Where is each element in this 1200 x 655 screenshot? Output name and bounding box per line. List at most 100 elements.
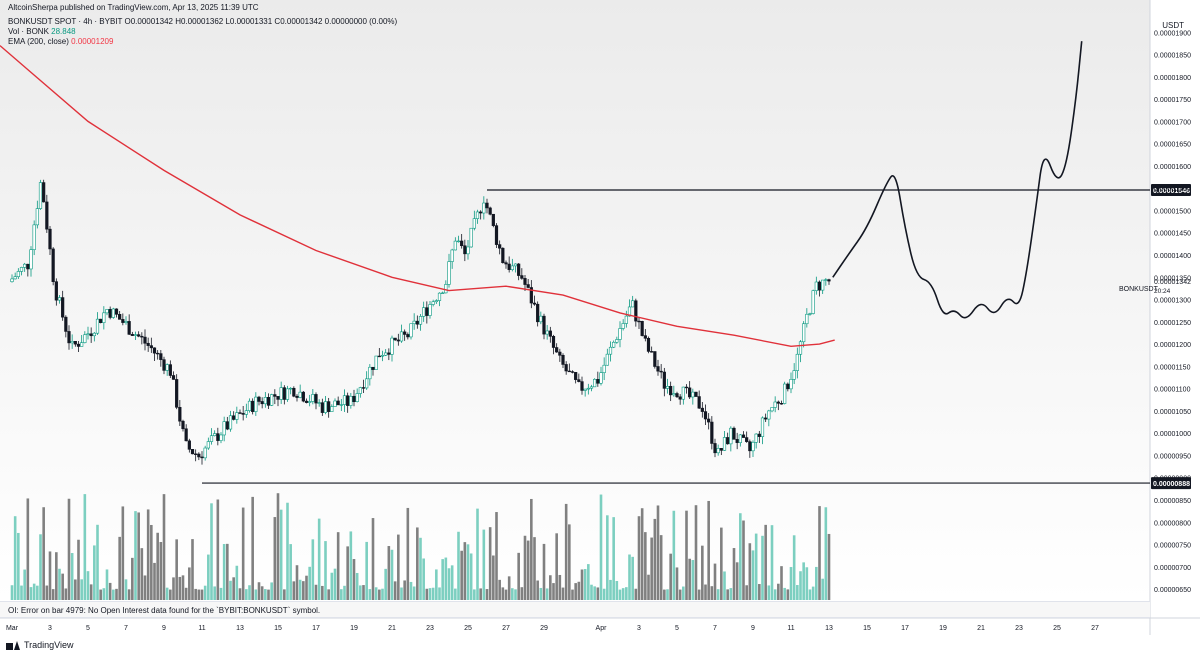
candle	[190, 449, 195, 455]
tradingview-logo[interactable]: TradingView	[6, 640, 74, 650]
volume-bar	[292, 581, 296, 600]
candlestick-series	[10, 179, 831, 465]
candle	[206, 437, 210, 450]
candle	[48, 225, 52, 256]
candle	[387, 348, 391, 361]
volume-bar	[390, 549, 394, 600]
volume-bar	[713, 563, 717, 600]
symbol-name[interactable]: BONKUSDT SPOT · 4h · BYBIT	[8, 17, 123, 26]
volume-bar	[729, 588, 733, 600]
volume-bar	[663, 589, 666, 600]
volume-bar	[808, 589, 812, 600]
volume-bar	[324, 541, 327, 600]
candle	[54, 278, 58, 306]
candle	[105, 308, 109, 316]
volume-bar	[754, 533, 758, 600]
volume-bar	[694, 505, 698, 600]
candle	[760, 416, 765, 445]
volume-bar	[311, 539, 315, 600]
candle	[662, 367, 666, 397]
candle	[86, 326, 90, 340]
volume-bar	[17, 532, 20, 600]
time-tick-label: 21	[977, 625, 985, 632]
volume-bar	[751, 550, 755, 600]
candle	[238, 409, 242, 415]
tradingview-brand: TradingView	[24, 640, 74, 650]
volume-bar	[821, 578, 824, 600]
volume-bar	[675, 567, 679, 600]
tradingview-icon	[6, 640, 20, 650]
volume-bar	[587, 564, 590, 600]
candle	[175, 374, 179, 410]
candle	[700, 401, 704, 418]
price-unit-label[interactable]: USDT	[1162, 21, 1184, 30]
volume-bar	[530, 498, 533, 600]
candle	[346, 392, 350, 413]
candle	[821, 279, 825, 294]
volume-bar	[536, 580, 539, 600]
volume-bar	[400, 587, 403, 600]
candle	[187, 438, 191, 453]
volume-bar	[197, 589, 201, 600]
candle	[558, 348, 562, 362]
volume-bar	[96, 524, 99, 600]
candle	[266, 393, 271, 410]
support-resistance-levels: 0.00001546 0.00000888	[202, 183, 1191, 490]
candle	[447, 253, 451, 288]
candle	[596, 371, 600, 387]
candle	[710, 416, 714, 450]
time-tick-label: 9	[162, 625, 166, 632]
time-tick-label: Apr	[596, 625, 608, 632]
volume-bar	[371, 518, 375, 600]
candle	[631, 295, 635, 308]
volume-bar	[93, 545, 96, 600]
volume-legend[interactable]: Vol · BONK 28.848	[8, 27, 76, 36]
candle	[684, 384, 689, 394]
volume-bar	[349, 531, 353, 600]
candle	[434, 299, 438, 304]
time-tick-label: 25	[464, 625, 472, 632]
candle	[653, 351, 657, 369]
volume-bar	[264, 589, 267, 600]
volume-bar	[184, 587, 188, 600]
volume-bar	[574, 583, 577, 600]
volume-bar	[108, 582, 112, 600]
candle	[127, 314, 131, 336]
volume-bar	[194, 588, 197, 600]
candle	[472, 210, 476, 231]
volume-bar	[818, 506, 821, 600]
volume-histogram	[10, 493, 831, 600]
candle	[602, 357, 606, 381]
candle	[374, 355, 378, 370]
volume-bar	[229, 580, 232, 600]
candle	[681, 386, 685, 405]
volume-bar	[283, 589, 286, 600]
volume-bar	[495, 512, 498, 600]
candle	[181, 419, 185, 432]
candle	[140, 332, 144, 345]
volume-bar	[146, 509, 150, 600]
ema-legend[interactable]: EMA (200, close) 0.00001209	[8, 37, 113, 46]
volume-bar	[593, 586, 596, 600]
volume-bar	[485, 589, 489, 600]
volume-bar	[596, 587, 600, 600]
volume-bar	[647, 574, 650, 600]
volume-bar	[346, 546, 349, 600]
volume-value: 28.848	[51, 27, 76, 36]
volume-bar	[13, 516, 17, 600]
price-tick-label: 0.00001350	[1154, 275, 1191, 282]
candle	[431, 299, 435, 307]
candle	[529, 280, 533, 309]
volume-bar	[672, 510, 676, 600]
time-tick-label: 7	[124, 625, 128, 632]
volume-bar	[99, 589, 102, 600]
candle	[694, 391, 698, 397]
volume-bar	[359, 585, 362, 600]
candle	[580, 376, 584, 395]
candle	[143, 329, 147, 351]
volume-bar	[45, 585, 49, 600]
candle	[764, 413, 768, 423]
candle	[146, 337, 150, 352]
volume-bar	[245, 589, 248, 600]
